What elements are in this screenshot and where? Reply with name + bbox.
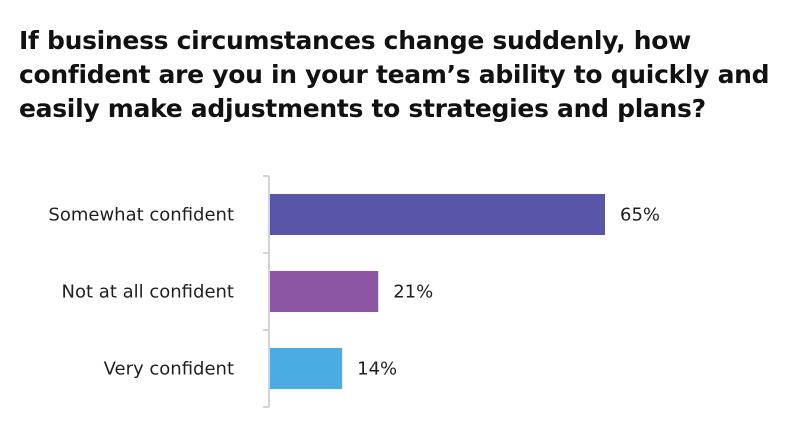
category-label: Somewhat confident bbox=[48, 205, 234, 226]
category-label: Not at all confident bbox=[62, 282, 234, 303]
value-label: 21% bbox=[393, 282, 433, 303]
chart-title: If business circumstances change suddenl… bbox=[19, 26, 770, 123]
bar bbox=[270, 271, 379, 312]
value-label: 14% bbox=[357, 359, 397, 380]
bar bbox=[270, 194, 605, 235]
value-label: 65% bbox=[620, 205, 660, 226]
category-label: Very confident bbox=[104, 359, 234, 380]
bar bbox=[270, 348, 343, 389]
